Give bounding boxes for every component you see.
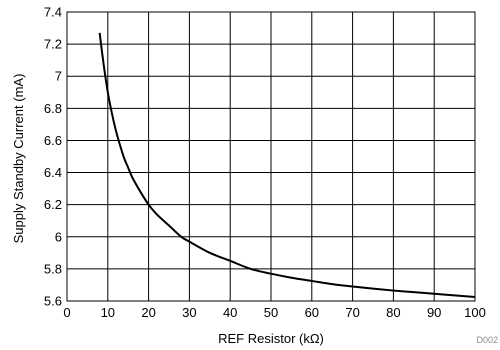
y-axis-label: Supply Standby Current (mA) [11, 74, 26, 244]
x-tick-label: 90 [427, 305, 441, 320]
y-tick-label: 7.4 [44, 5, 62, 20]
x-tick-label: 40 [223, 305, 237, 320]
tick-labels: 0 10 20 30 40 50 60 70 80 90 100 5.6 5.8 6 6.2 6.4 6.6 6.… [44, 5, 486, 321]
y-tick-label: 6 [55, 229, 62, 244]
x-axis-label: REF Resistor (kΩ) [218, 331, 324, 346]
plot-frame [66, 11, 476, 302]
y-tick-label: 6.8 [44, 101, 62, 116]
figure-id: D002 [476, 335, 498, 345]
grid [66, 11, 476, 302]
x-tick-label: 100 [464, 305, 486, 320]
x-tick-label: 30 [182, 305, 196, 320]
x-tick-label: 50 [264, 305, 278, 320]
y-tick-label: 7 [55, 69, 62, 84]
y-tick-label: 7.2 [44, 37, 62, 52]
x-tick-label: 10 [101, 305, 115, 320]
y-tick-label: 6.2 [44, 197, 62, 212]
x-tick-label: 60 [305, 305, 319, 320]
y-tick-label: 6.4 [44, 165, 62, 180]
y-tick-label: 5.6 [44, 294, 62, 309]
series-line [98, 32, 476, 298]
y-tick-label: 6.6 [44, 133, 62, 148]
x-tick-label: 20 [141, 305, 155, 320]
x-tick-label: 70 [345, 305, 359, 320]
x-tick-label: 0 [63, 305, 70, 320]
y-tick-label: 5.8 [44, 261, 62, 276]
x-tick-label: 80 [386, 305, 400, 320]
